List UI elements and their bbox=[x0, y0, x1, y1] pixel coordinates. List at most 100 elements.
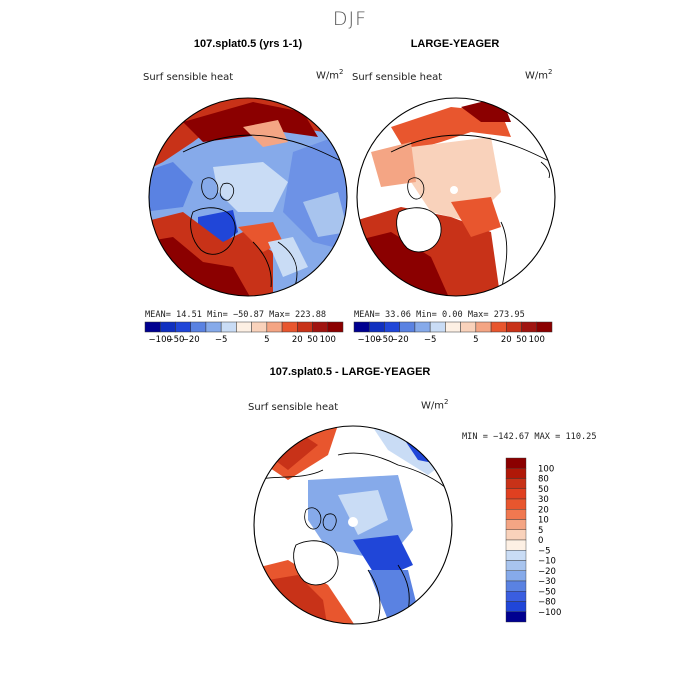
panel3-colorbar-box-8 bbox=[505, 539, 527, 551]
panel3-colorbar-tick-14: −100 bbox=[538, 608, 561, 618]
panel2-map bbox=[356, 97, 556, 297]
panel1-colorbar-box-8 bbox=[266, 321, 283, 333]
panel1-colorbar-tick-6: 50 bbox=[307, 335, 318, 345]
panel2-unit-label: W/m2 bbox=[525, 68, 553, 82]
panel2-colorbar-box-5 bbox=[429, 321, 446, 333]
panel1-arctic-light-blue bbox=[213, 162, 288, 212]
panel1-map-border bbox=[148, 97, 348, 297]
panel2-colorbar-box-1 bbox=[368, 321, 385, 333]
panel3-arctic-light-blue bbox=[338, 490, 388, 535]
panel2-barents-orange bbox=[451, 197, 501, 237]
panel1-map bbox=[148, 97, 348, 297]
panel3-colorbar-box-6 bbox=[505, 519, 527, 530]
panel3-colorbar-tick-10: −20 bbox=[538, 567, 556, 577]
panel3-variable-label: Surf sensible heat bbox=[248, 402, 339, 413]
panel2-colorbar-box-11 bbox=[521, 321, 538, 333]
panel3-colorbar-box-13 bbox=[505, 591, 527, 602]
panel3-colorbar-tick-3: 30 bbox=[538, 495, 549, 505]
panel3-colorbar-tick-9: −10 bbox=[538, 557, 556, 567]
panel3-pacific-red bbox=[268, 435, 318, 470]
panel1-variable-label: Surf sensible heat bbox=[143, 72, 234, 83]
panel1-siberia-light-blue bbox=[303, 192, 347, 237]
panel3-colorbar-box-11 bbox=[505, 570, 527, 582]
panel3-colorbar-box-0 bbox=[505, 457, 527, 469]
panel1-colorbar-tick-4: 5 bbox=[264, 335, 269, 345]
panel3-colorbar-box-7 bbox=[505, 529, 527, 541]
panel2-pole-hole bbox=[450, 186, 458, 194]
panel3-title: 107.splat0.5 - LARGE-YEAGER bbox=[269, 366, 431, 378]
panel2-colorbar-box-10 bbox=[506, 321, 522, 333]
panel1-pacific-coastline bbox=[182, 134, 344, 163]
panel3-colorbar-tick-8: −5 bbox=[538, 546, 551, 556]
panel2-colorbar-box-2 bbox=[384, 321, 400, 333]
panel1-colorbar-box-0 bbox=[144, 321, 161, 333]
panel2-colorbar-box-4 bbox=[414, 321, 431, 333]
panel3-stats: MIN = −142.67 MAX = 110.25 bbox=[462, 432, 597, 442]
panel2-colorbar: −100−50−20 −5 5 20 50 100 bbox=[353, 321, 553, 345]
panel1-colorbar-box-4 bbox=[205, 321, 222, 333]
panel2-greenland-land bbox=[396, 207, 442, 253]
panel1-unit-label: W/m2 bbox=[316, 68, 344, 82]
panel3-unit-label: W/m2 bbox=[421, 398, 449, 412]
panel2-siberia-coastline bbox=[540, 161, 550, 179]
panel2-colorbar-box-8 bbox=[475, 321, 492, 333]
panel3-colorbar-tick-6: 5 bbox=[538, 526, 543, 536]
panel2-colorbar-tick-0: −100 bbox=[358, 335, 381, 345]
panel1-colorbar-box-12 bbox=[327, 321, 344, 333]
panel1-deep-red-band bbox=[183, 102, 318, 142]
panel1-colorbar-box-2 bbox=[175, 321, 191, 333]
panel2-colorbar-tick-6: 50 bbox=[516, 335, 527, 345]
panel1-archipelago-coastline bbox=[201, 177, 235, 201]
panel1-colorbar-tick-0: −100 bbox=[149, 335, 172, 345]
page-title: DJF bbox=[332, 8, 368, 30]
panel3-greenland-land bbox=[293, 540, 339, 586]
panel3-archipelago-coastline bbox=[304, 507, 337, 531]
panel1-colorbar-tick-7: 100 bbox=[320, 335, 336, 345]
panel3-colorbar-tick-12: −50 bbox=[538, 587, 556, 597]
panel2-colorbar-tick-3: −5 bbox=[424, 335, 437, 345]
panel3-colorbar-box-1 bbox=[505, 468, 527, 479]
panel3-colorbar-tick-0: 100 bbox=[538, 464, 554, 474]
panel1-canada-mid-blue bbox=[149, 162, 193, 212]
panel2-colorbar-tick-5: 20 bbox=[501, 335, 512, 345]
panel2-map-border bbox=[356, 97, 556, 297]
panel3-colorbar-box-3 bbox=[505, 488, 527, 500]
panel3-colorbar-box-10 bbox=[505, 560, 527, 571]
panel1-title: 107.splat0.5 (yrs 1-1) bbox=[193, 38, 303, 50]
panel2-archipelago-coastline bbox=[407, 177, 425, 200]
panel3-colorbar-box-9 bbox=[505, 550, 527, 561]
panel3-barents-strong-blue bbox=[353, 535, 413, 580]
panel1-salmon-patch bbox=[243, 120, 288, 147]
panel2-colorbar-box-12 bbox=[536, 321, 553, 333]
panel1-scandinavia-light-blue bbox=[268, 237, 308, 277]
panel3-colorbar-box-12 bbox=[505, 580, 527, 592]
panel1-colorbar-box-5 bbox=[220, 321, 237, 333]
panel3-colorbar-tick-5: 10 bbox=[538, 516, 549, 526]
panel3-colorbar-box-2 bbox=[505, 478, 527, 489]
panel2-colorbar-box-3 bbox=[399, 321, 416, 333]
panel1-colorbar-tick-5: 20 bbox=[292, 335, 303, 345]
panel2-pacific-coastline bbox=[390, 134, 552, 163]
panel3-colorbar-tick-13: −80 bbox=[538, 598, 556, 608]
panel3-colorbar-box-4 bbox=[505, 498, 527, 510]
panel1-colorbar-box-6 bbox=[236, 321, 252, 333]
panel3-colorbar-tick-7: 0 bbox=[538, 536, 543, 546]
panel1-colorbar-box-9 bbox=[281, 321, 298, 333]
panel3-europe-mid-blue bbox=[368, 570, 418, 620]
panel3-map-border bbox=[253, 425, 453, 625]
panel2-canada-salmon bbox=[371, 142, 416, 187]
panel3-colorbar-tick-2: 50 bbox=[538, 485, 549, 495]
panel1-colorbar-tick-2: −20 bbox=[182, 335, 200, 345]
panel3-pole-hole bbox=[348, 517, 358, 527]
panel3-colorbar-tick-1: 80 bbox=[538, 475, 549, 485]
panel2-colorbar-tick-1: −50 bbox=[375, 335, 393, 345]
panel3-colorbar-box-14 bbox=[505, 601, 527, 612]
panel2-variable-label: Surf sensible heat bbox=[352, 72, 443, 83]
panel3-colorbar-tick-11: −30 bbox=[538, 577, 556, 587]
panel1-colorbar-box-10 bbox=[297, 321, 313, 333]
panel3-colorbar-box-5 bbox=[505, 509, 527, 520]
panel1-colorbar-box-11 bbox=[312, 321, 329, 333]
panel1-colorbar-tick-1: −50 bbox=[166, 335, 184, 345]
panel3-colorbar-tick-4: 20 bbox=[538, 505, 549, 515]
